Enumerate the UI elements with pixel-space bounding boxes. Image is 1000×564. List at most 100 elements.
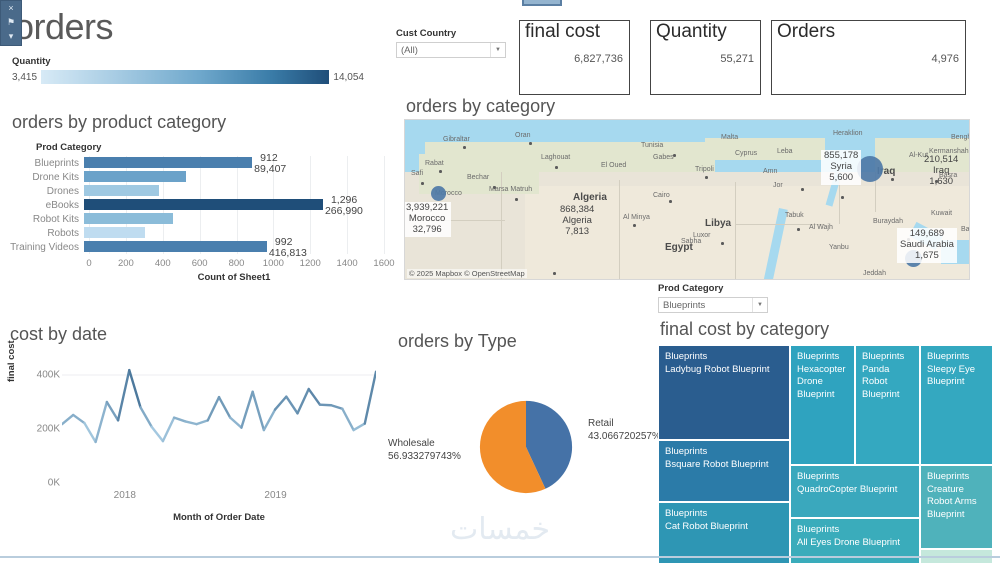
bar-fill[interactable] [84, 199, 323, 210]
map-tooltip-morocco: 3,939,221 Morocco 32,796 [405, 202, 452, 237]
bar-fill[interactable] [84, 185, 160, 196]
pie-slice[interactable] [479, 400, 546, 494]
cust-country-label: Cust Country [396, 28, 457, 39]
tooltip-value: 855,178 [824, 150, 859, 161]
prod-category-select[interactable]: Blueprints ▼ [658, 297, 768, 313]
treemap-tile[interactable]: Blueprints Creature Robot Arms Blueprint [920, 465, 993, 549]
bar-row[interactable]: Drones [8, 184, 386, 198]
pin-icon[interactable]: ⚑ [6, 17, 16, 27]
chevron-down-icon[interactable]: ▼ [490, 43, 505, 57]
treemap-tile[interactable]: Blueprints Sleepy Eye Blueprint [920, 345, 993, 465]
tooltip-country: Algeria [562, 214, 592, 226]
tooltip-value: 149,689 [909, 228, 945, 239]
map-place-label: Luxor [693, 232, 711, 239]
treemap-tile-name: Cat Robot Blueprint [665, 520, 748, 532]
prod-category-filter[interactable]: Prod Category Blueprints ▼ [658, 283, 768, 313]
bar-fill[interactable] [84, 171, 186, 182]
bar-xtick: 600 [191, 258, 208, 269]
treemap-tile[interactable]: Blueprints QuadroCopter Blueprint [790, 465, 920, 518]
floating-toolbar[interactable]: × ⚑ ▾ [0, 0, 22, 46]
map-place-label: Gibraltar [443, 136, 470, 143]
kpi-value: 4,976 [931, 53, 959, 65]
tooltip-country: Syria [830, 160, 852, 172]
tooltip-quantity: 32,796 [412, 223, 442, 235]
map-place-label: Safi [411, 170, 424, 177]
bar-track: 912 89,407 [84, 152, 379, 175]
close-icon[interactable]: × [8, 3, 14, 13]
bar-data-label: 1,296 [330, 194, 358, 206]
tooltip-quantity: 7,813 [565, 225, 590, 237]
map-place-label: Cyprus [735, 150, 758, 157]
treemap-tile[interactable]: Blueprints Hexacopter Drone Blueprint [790, 345, 855, 465]
pie-slice[interactable] [526, 400, 573, 489]
line-xtick: 2018 [113, 490, 136, 501]
treemap-tile-name: Panda Robot Blueprint [862, 363, 900, 400]
bar-fill[interactable] [84, 157, 253, 168]
kpi-card-final-cost[interactable]: final cost 6,827,736 [519, 20, 630, 95]
treemap-tile[interactable]: Blueprints Panda Robot Blueprint [855, 345, 920, 465]
treemap-tile-name: Sleepy Eye Blueprint [927, 363, 976, 388]
map-place-label: Bechar [467, 174, 490, 181]
pie-chart[interactable] [478, 399, 574, 495]
bar-track [84, 226, 379, 240]
bar-chart-title: orders by product category [12, 112, 227, 132]
treemap-tile-category: Blueprints [665, 446, 708, 457]
map-tooltip-saudi-arabia: 149,689 Saudi Arabia 1,675 [897, 228, 957, 263]
cust-country-filter[interactable]: Cust Country (All) ▼ [396, 28, 506, 58]
kpi-value: 6,827,736 [574, 53, 623, 65]
bar-data-label: 992 [274, 236, 293, 248]
bar-chart-axis-title: Prod Category [36, 142, 102, 153]
map-place-label: Al Minya [623, 214, 650, 221]
tooltip-value: 868,384 [560, 204, 595, 215]
bar-fill[interactable] [84, 241, 267, 252]
chevron-down-icon[interactable]: ▼ [752, 298, 767, 312]
treemap-tile[interactable]: Blueprints Ladybug Robot Blueprint [658, 345, 790, 440]
bar-category-label: Robots [47, 227, 79, 239]
map-place-label: Amn [763, 168, 778, 175]
bar-row[interactable]: Blueprints 912 89,407 [8, 152, 386, 175]
bar-track [84, 170, 379, 184]
bar-fill[interactable] [84, 227, 146, 238]
map-place-label: Tripoli [695, 166, 714, 173]
kpi-card-orders[interactable]: Orders 4,976 [771, 20, 966, 95]
map-attribution: © 2025 Mapbox © OpenStreetMap [407, 269, 527, 278]
map-tooltip-algeria: 868,384 Algeria 7,813 [557, 204, 597, 239]
bar-data-label: 266,990 [324, 205, 363, 217]
bar-row[interactable]: Drone Kits [8, 170, 386, 184]
cust-country-select[interactable]: (All) ▼ [396, 42, 506, 58]
line-ytick: 0K [47, 477, 60, 489]
watermark: خمسات [449, 512, 551, 547]
treemap-tile[interactable]: Blueprints Cat Robot Blueprint [658, 502, 790, 564]
pie-label-value: 56.933279743% [388, 450, 461, 462]
map-place-label: Kuwait [931, 210, 953, 217]
line-chart-title: cost by date [10, 324, 108, 344]
bar-xtick: 400 [154, 258, 171, 269]
bar-row[interactable]: eBooks 1,296 266,990 [8, 194, 386, 217]
map-place-label: Yanbu [829, 244, 849, 251]
chevron-down-icon[interactable]: ▾ [8, 31, 14, 41]
kpi-title: final cost [525, 21, 600, 42]
bar-row[interactable]: Robots [8, 226, 386, 240]
cust-country-value: (All) [401, 44, 418, 56]
bar-data-label: 89,407 [254, 163, 287, 175]
map-place-label: Benghazi [951, 134, 969, 141]
map-country-label: Iraq [877, 166, 896, 177]
bar-row[interactable]: Training Videos 992 416,813 [8, 236, 386, 259]
kpi-card-quantity[interactable]: Quantity 55,271 [650, 20, 761, 95]
bar-row[interactable]: Robot Kits [8, 212, 386, 226]
map-marker-morocco[interactable] [431, 186, 446, 201]
bar-category-label: Robot Kits [32, 213, 79, 225]
treemap: Blueprints Ladybug Robot Blueprint Bluepri… [658, 345, 993, 564]
map-place-label: Al Wajh [809, 224, 833, 231]
bar-xtick: 1200 [299, 258, 321, 269]
bar-chart-panel: orders by product category Prod Category… [8, 112, 395, 292]
pie-label-name: Retail [588, 418, 614, 429]
bar-chart-plot: Blueprints 912 89,407 Drone Kits Drones eBook… [8, 152, 386, 259]
top-toolbar-button[interactable] [522, 0, 562, 6]
bar-track [84, 212, 379, 226]
map-tooltip-syria: 855,178 Syria 5,600 [821, 150, 862, 185]
bar-xtick: 800 [228, 258, 245, 269]
treemap-tile[interactable]: Blueprints Bsquare Robot Blueprint [658, 440, 790, 502]
bar-fill[interactable] [84, 213, 173, 224]
map-view[interactable]: Gibraltar Oran Tunisia Malta Heraklion K… [404, 119, 970, 280]
